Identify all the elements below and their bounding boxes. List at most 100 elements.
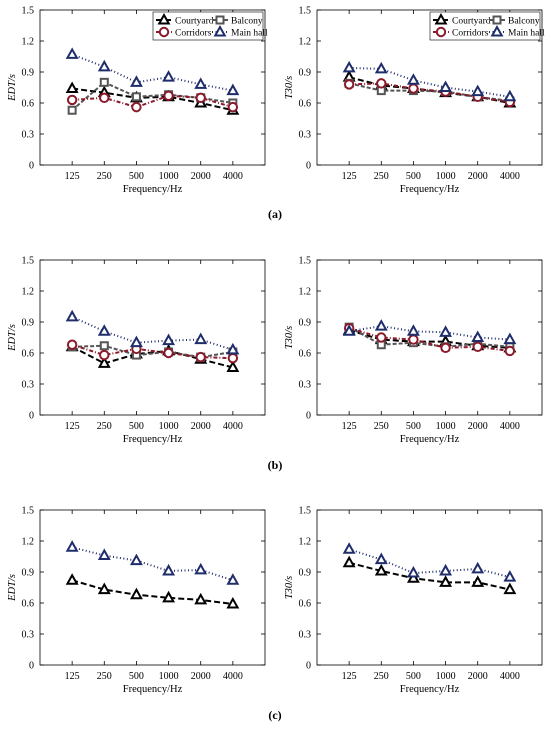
- y-tick-label: 0.9: [299, 568, 312, 579]
- legend-label-corridors: Corridors: [452, 29, 489, 39]
- series-corridors: [66, 339, 239, 364]
- series-main-hall: [342, 542, 517, 582]
- legend-marker-courtyard: [434, 12, 448, 25]
- x-tick-label: 125: [65, 421, 80, 432]
- y-tick-label: 1.2: [22, 287, 35, 298]
- data-point-main-hall: [439, 325, 453, 337]
- series-line-main-hall: [348, 325, 510, 341]
- panel-label-c: (c): [268, 708, 281, 722]
- y-axis-label: EDT/s: [7, 574, 18, 602]
- data-point-courtyard: [129, 587, 143, 600]
- x-tick-label: 250: [97, 671, 112, 682]
- y-axis-label: T30/s: [284, 576, 295, 599]
- legend-label-corridors: Corridors: [175, 29, 212, 39]
- x-tick-label: 125: [65, 671, 80, 682]
- data-point-corridors: [408, 334, 419, 345]
- x-tick-label: 500: [406, 171, 421, 182]
- y-axis-label: EDT/s: [7, 324, 18, 352]
- x-axis-label: Frequency/Hz: [400, 184, 460, 195]
- y-tick-label: 0.9: [22, 318, 35, 329]
- series-line-courtyard: [71, 345, 234, 369]
- plot-area: [316, 9, 543, 166]
- y-tick-label: 0.6: [299, 99, 312, 110]
- y-tick-label: 1.5: [22, 256, 35, 267]
- data-point-corridors: [131, 101, 142, 113]
- y-tick-label: 1.2: [299, 287, 312, 298]
- y-tick-label: 1.5: [299, 256, 312, 267]
- x-tick-label: 4000: [223, 421, 243, 432]
- y-tick-label: 0: [306, 411, 311, 422]
- y-tick-label: 0.9: [299, 318, 312, 329]
- series-line-main-hall: [71, 53, 234, 92]
- data-point-courtyard: [342, 555, 356, 568]
- data-point-corridors: [99, 92, 110, 104]
- y-tick-label: 1.5: [299, 506, 312, 517]
- data-point-main-hall: [194, 77, 208, 89]
- legend-label-courtyard: Courtyard: [452, 17, 491, 27]
- data-point-corridors: [66, 339, 78, 350]
- x-tick-label: 250: [97, 171, 112, 182]
- data-point-main-hall: [374, 319, 388, 331]
- x-tick-label: 250: [374, 171, 389, 182]
- data-point-main-hall: [129, 335, 143, 348]
- series-corridors: [66, 90, 239, 113]
- data-point-corridors: [440, 342, 451, 354]
- x-tick-label: 1000: [436, 671, 456, 682]
- x-tick-label: 1000: [159, 671, 179, 682]
- data-point-courtyard: [162, 590, 176, 603]
- y-axis-label: T30/s: [284, 326, 295, 349]
- x-tick-label: 1000: [436, 171, 456, 182]
- x-tick-label: 500: [406, 421, 421, 432]
- data-point-main-hall: [226, 573, 240, 585]
- data-point-main-hall: [65, 47, 79, 59]
- chart-2: 0 0.3 0.6 0.9 1.2 1.5 125 250 500 1000 2000 4000 Fre…: [284, 6, 545, 196]
- data-point-main-hall: [503, 570, 517, 582]
- y-tick-label: 0.3: [299, 630, 312, 641]
- data-point-corridors: [504, 345, 516, 357]
- series-line-corridors: [71, 343, 233, 360]
- data-point-courtyard: [194, 592, 208, 605]
- series-line-courtyard: [348, 561, 511, 591]
- data-point-main-hall: [406, 73, 420, 85]
- panel-label-b: (b): [268, 458, 283, 472]
- data-point-main-hall: [503, 89, 517, 102]
- data-point-corridors: [343, 79, 355, 90]
- series-line-main-hall: [348, 548, 511, 579]
- x-tick-label: 500: [129, 421, 144, 432]
- chart-4: 0 0.3 0.6 0.9 1.2 1.5 125 250 500 1000 2000 4000 Fre…: [284, 256, 543, 445]
- data-point-main-hall: [65, 309, 79, 322]
- chart-5: 0 0.3 0.6 0.9 1.2 1.5 125 250 500 1000 2000 4000 Fre…: [7, 506, 266, 695]
- x-tick-label: 2000: [468, 171, 488, 182]
- x-tick-label: 125: [342, 421, 357, 432]
- data-point-balcony: [67, 105, 77, 115]
- data-point-main-hall: [194, 562, 208, 575]
- x-tick-label: 250: [97, 421, 112, 432]
- x-tick-label: 4000: [500, 671, 520, 682]
- series-line-corridors: [72, 94, 234, 109]
- x-axis-label: Frequency/Hz: [123, 434, 183, 445]
- data-point-corridors: [195, 351, 206, 363]
- y-axis-label: EDT/s: [7, 74, 18, 102]
- data-point-courtyard: [439, 575, 453, 587]
- series-courtyard: [65, 573, 240, 609]
- data-point-main-hall: [374, 61, 388, 74]
- series-line-courtyard: [71, 579, 233, 606]
- data-point-courtyard: [97, 582, 111, 595]
- x-tick-label: 4000: [223, 671, 243, 682]
- x-axis-label: Frequency/Hz: [400, 434, 460, 445]
- plot-area: [39, 259, 266, 416]
- x-tick-label: 250: [374, 671, 389, 682]
- series-line-main-hall: [349, 66, 511, 98]
- x-tick-label: 2000: [468, 421, 488, 432]
- y-tick-label: 1.5: [299, 6, 312, 17]
- series-courtyard: [342, 555, 517, 595]
- x-tick-label: 2000: [191, 421, 211, 432]
- legend-marker-balcony: [215, 15, 225, 25]
- legend-box: [429, 11, 541, 41]
- x-tick-label: 500: [129, 671, 144, 682]
- x-tick-label: 4000: [500, 171, 520, 182]
- series-line-balcony: [72, 344, 234, 359]
- data-point-courtyard: [65, 573, 79, 585]
- chart-1: 0 0.3 0.6 0.9 1.2 1.5 125 250 500 1000 2000 4000 Fre…: [7, 6, 268, 196]
